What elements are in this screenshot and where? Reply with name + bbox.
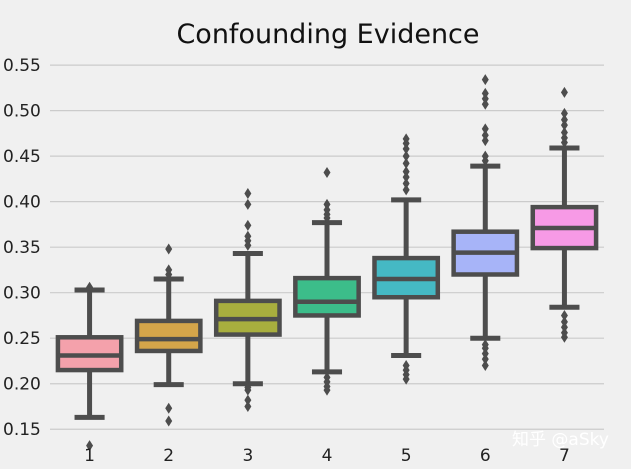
outlier-point	[323, 167, 331, 179]
x-tick-label: 3	[242, 446, 253, 466]
outlier-point	[481, 339, 489, 351]
outlier-point	[244, 381, 252, 393]
outlier-point	[244, 394, 252, 406]
outlier-point	[560, 309, 568, 321]
outlier-point	[165, 243, 173, 255]
box-series	[55, 74, 599, 452]
outlier-point	[560, 107, 568, 119]
box-2	[134, 243, 203, 427]
y-tick-label: 0.45	[3, 147, 41, 167]
x-tick-label: 2	[163, 446, 174, 466]
outlier-point	[86, 281, 94, 293]
outlier-point	[481, 74, 489, 86]
outlier-point	[244, 198, 252, 210]
chart-title: Confounding Evidence	[176, 19, 479, 50]
y-tick-label: 0.25	[3, 329, 41, 349]
outlier-point	[481, 123, 489, 135]
box-1	[55, 281, 124, 452]
y-tick-label: 0.20	[3, 375, 41, 395]
box-6	[451, 74, 520, 372]
outlier-point	[323, 371, 331, 383]
y-tick-label: 0.40	[3, 193, 41, 213]
outlier-point	[560, 114, 568, 126]
outlier-point	[402, 157, 410, 169]
outlier-point	[481, 87, 489, 99]
outlier-point	[402, 184, 410, 196]
y-tick-label: 0.15	[3, 420, 41, 440]
outlier-point	[244, 400, 252, 412]
outlier-point	[323, 198, 331, 210]
outlier-point	[481, 129, 489, 141]
x-tick-label: 1	[84, 446, 95, 466]
y-axis-ticks: 0.15 0.20 0.25 0.30 0.35 0.40 0.45 0.50 0.55	[3, 56, 41, 440]
outlier-point	[165, 415, 173, 427]
outlier-point	[244, 230, 252, 242]
box-3	[213, 187, 282, 412]
outlier-point	[402, 177, 410, 189]
y-tick-label: 0.35	[3, 238, 41, 258]
y-tick-label: 0.55	[3, 56, 41, 76]
outlier-point	[86, 440, 94, 452]
outlier-point	[481, 150, 489, 162]
box-iqr	[134, 318, 203, 354]
outlier-point	[165, 264, 173, 276]
outlier-point	[402, 150, 410, 162]
x-tick-label: 7	[559, 446, 570, 466]
box-5	[372, 133, 441, 385]
box-7	[530, 86, 599, 343]
outlier-point	[481, 360, 489, 372]
outlier-point	[402, 166, 410, 178]
outlier-point	[560, 126, 568, 138]
box-4	[293, 167, 361, 396]
y-tick-label: 0.50	[3, 102, 41, 122]
x-axis-ticks: 1 2 3 4 5 6 7	[84, 446, 570, 466]
outlier-point	[402, 360, 410, 372]
outlier-point	[560, 86, 568, 98]
outlier-point	[165, 402, 173, 414]
x-tick-label: 4	[322, 446, 333, 466]
box-iqr	[293, 275, 361, 318]
watermark-text: 知乎 @aSky	[512, 430, 609, 450]
outlier-point	[402, 133, 410, 145]
outlier-point	[244, 219, 252, 231]
outlier-point	[244, 187, 252, 199]
x-tick-label: 6	[480, 446, 491, 466]
y-tick-label: 0.30	[3, 284, 41, 304]
outlier-point	[560, 316, 568, 328]
x-tick-label: 5	[401, 446, 412, 466]
